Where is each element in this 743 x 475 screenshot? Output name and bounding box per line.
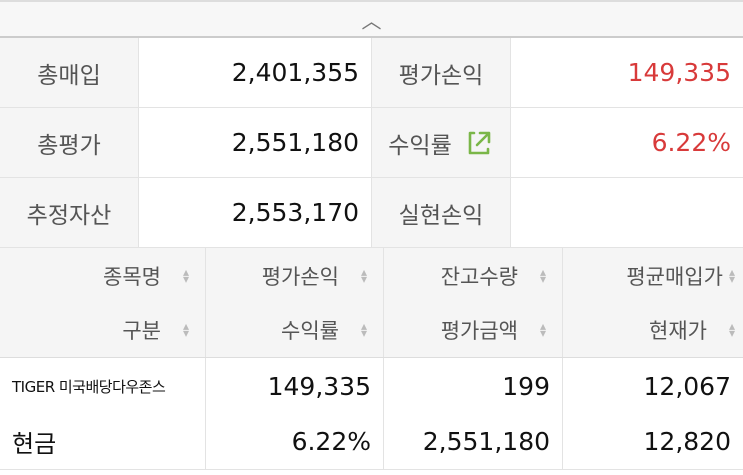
label-total-purchase: 총매입 [0, 38, 139, 107]
header-row-top: 종목명 ▴ ▾ 평가손익 ▴ ▾ 잔고수량 ▴ ▾ 평균매입가 ▴ ▾ [0, 248, 743, 303]
sort-header-return-rate[interactable]: 수익률 ▴ ▾ [206, 303, 384, 357]
label-return-rate: 수익률 [388, 132, 452, 159]
label-realized-pnl: 실현손익 [372, 178, 511, 247]
header-label: 구분 [122, 319, 161, 343]
value-total-eval: 2,551,180 [139, 108, 372, 177]
label-est-assets: 추정자산 [0, 178, 139, 247]
sort-icon: ▴ ▾ [360, 264, 367, 286]
label-total-eval: 총평가 [0, 108, 139, 177]
sort-icon: ▴ ▾ [182, 264, 189, 286]
header-label: 수익률 [281, 319, 339, 343]
sort-icon: ▴ ▾ [728, 319, 735, 340]
return-rate: 6.22% [206, 414, 384, 469]
quantity: 199 [384, 358, 563, 414]
eval-pnl: 149,335 [206, 358, 384, 414]
header-label: 현재가 [649, 319, 707, 343]
sort-header-avg-price[interactable]: 평균매입가 ▴ ▾ [563, 248, 743, 303]
table-row[interactable]: TIGER 미국배당다우존스 149,335 199 12,067 현금 6.2… [0, 358, 743, 470]
sort-icon: ▴ ▾ [728, 264, 735, 286]
header-label: 평가금액 [440, 319, 518, 343]
sort-header-type[interactable]: 구분 ▴ ▾ [0, 303, 206, 357]
sort-icon: ▴ ▾ [360, 319, 367, 340]
sort-icon: ▴ ▾ [182, 319, 189, 340]
holdings-table: 종목명 ▴ ▾ 평가손익 ▴ ▾ 잔고수량 ▴ ▾ 평균매입가 ▴ ▾ 구분 ▴ ▾ 수익률 ▴ ▾ 평… [0, 248, 743, 470]
value-return-rate: 6.22% [651, 128, 731, 157]
sort-header-qty[interactable]: 잔고수량 ▴ ▾ [384, 248, 563, 303]
eval-amount: 2,551,180 [384, 414, 563, 469]
sort-header-name[interactable]: 종목명 ▴ ▾ [0, 248, 206, 303]
current-price: 12,820 [643, 427, 731, 456]
sort-header-eval-amount[interactable]: 평가금액 ▴ ▾ [384, 303, 563, 357]
value-total-purchase: 2,401,355 [139, 38, 372, 107]
sort-header-eval-pnl[interactable]: 평가손익 ▴ ▾ [206, 248, 384, 303]
return-rate-cell: 수익률 [372, 108, 511, 177]
value-realized-pnl [511, 178, 743, 247]
label-eval-pnl: 평가손익 [372, 38, 511, 107]
sort-header-current-price[interactable]: 현재가 ▴ ▾ [563, 303, 743, 357]
header-label: 잔고수량 [440, 264, 518, 289]
header-label: 평균매입가 [626, 264, 723, 289]
account-type: 현금 [0, 414, 206, 469]
account-summary: 총매입 2,401,355 평가손익 149,335 총평가 2,551,180… [0, 38, 743, 248]
value-eval-pnl: 149,335 [627, 58, 731, 87]
value-est-assets: 2,553,170 [139, 178, 372, 247]
sort-icon: ▴ ▾ [539, 264, 546, 286]
summary-row: 총매입 2,401,355 평가손익 149,335 [0, 38, 743, 108]
sort-icon: ▴ ▾ [539, 319, 546, 340]
header-label: 종목명 [103, 264, 161, 289]
chevron-up-icon: ︿ [361, 8, 382, 33]
avg-price: 12,067 [643, 371, 731, 401]
summary-row: 추정자산 2,553,170 실현손익 [0, 178, 743, 248]
external-link-icon[interactable] [464, 128, 494, 158]
stock-name: TIGER 미국배당다우존스 [0, 358, 206, 414]
header-row-bottom: 구분 ▴ ▾ 수익률 ▴ ▾ 평가금액 ▴ ▾ 현재가 ▴ ▾ [0, 303, 743, 358]
summary-row: 총평가 2,551,180 수익률 6.22% [0, 108, 743, 178]
collapse-button[interactable]: ︿ [0, 0, 743, 38]
header-label: 평가손익 [261, 264, 339, 289]
